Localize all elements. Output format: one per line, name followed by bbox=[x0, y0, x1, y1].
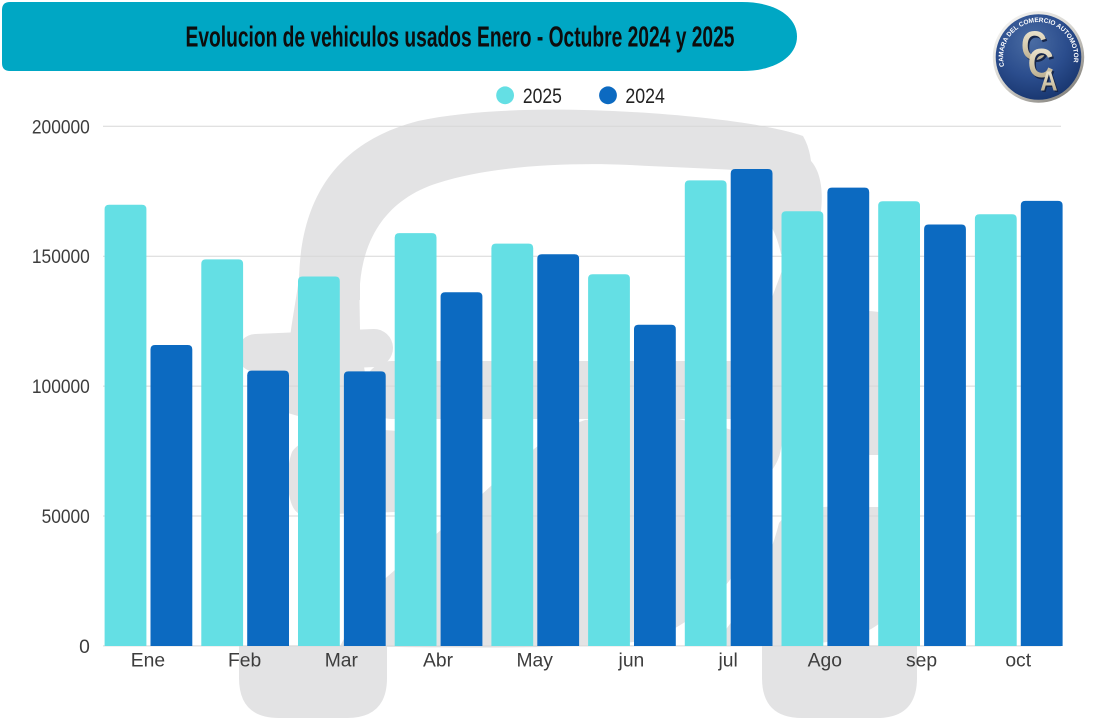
svg-text:100000: 100000 bbox=[32, 377, 90, 398]
svg-text:Mar: Mar bbox=[325, 651, 359, 672]
svg-text:A: A bbox=[1040, 67, 1058, 97]
svg-text:jul: jul bbox=[717, 651, 737, 672]
svg-text:oct: oct bbox=[1005, 651, 1031, 672]
svg-text:Feb: Feb bbox=[228, 651, 261, 672]
svg-text:Evolucion de vehiculos usados: Evolucion de vehiculos usados Enero - Oc… bbox=[186, 21, 735, 53]
svg-text:50000: 50000 bbox=[42, 507, 90, 528]
svg-text:0: 0 bbox=[79, 637, 90, 658]
svg-text:sep: sep bbox=[906, 651, 937, 672]
svg-text:C: C bbox=[1029, 43, 1055, 89]
svg-text:C: C bbox=[1021, 24, 1047, 70]
svg-text:C: C bbox=[1028, 41, 1054, 87]
svg-text:Ene: Ene bbox=[131, 651, 165, 672]
svg-text:A: A bbox=[1041, 69, 1059, 99]
svg-text:jun: jun bbox=[618, 651, 645, 672]
svg-text:2024: 2024 bbox=[625, 84, 665, 108]
svg-text:2025: 2025 bbox=[523, 84, 562, 108]
svg-text:C: C bbox=[1022, 25, 1048, 71]
svg-text:200000: 200000 bbox=[32, 117, 90, 138]
svg-text:150000: 150000 bbox=[32, 247, 90, 268]
svg-text:Ago: Ago bbox=[808, 651, 842, 672]
svg-text:Abr: Abr bbox=[423, 651, 454, 672]
svg-text:May: May bbox=[516, 651, 553, 672]
